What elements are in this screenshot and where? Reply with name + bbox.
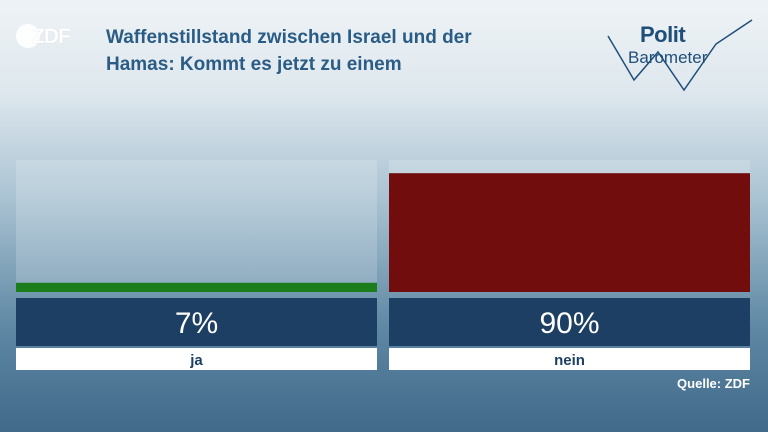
zdf-logo-text: ZDF	[32, 25, 71, 48]
bar-nein	[389, 173, 750, 292]
value-label-ja: 7%	[175, 307, 218, 340]
zdf-logo-circle	[16, 24, 40, 48]
bar-panel-ja	[16, 160, 377, 292]
politbarometer-logo: Polit Barometer	[606, 18, 756, 98]
category-label-ja: ja	[189, 352, 203, 369]
value-box-nein	[389, 298, 750, 346]
chart-title-line1: Waffenstillstand zwischen Israel und der	[106, 27, 472, 48]
chart-title-line2: Hamas: Kommt es jetzt zu einem	[106, 54, 402, 75]
category-label-nein: nein	[554, 352, 585, 369]
bar-ja	[16, 282, 377, 292]
chart-title: Waffenstillstand zwischen Israel und der…	[106, 24, 576, 78]
zdf-logo: ZDF	[16, 24, 78, 50]
source-note: Quelle: ZDF	[677, 376, 750, 391]
category-box-ja	[16, 348, 377, 370]
value-box-ja	[16, 298, 377, 346]
category-box-nein	[389, 348, 750, 370]
politbarometer-line1: Polit	[640, 22, 686, 47]
value-label-nein: 90%	[539, 307, 599, 340]
politbarometer-line2: Barometer	[628, 48, 708, 67]
politbarometer-zigzag-icon	[607, 19, 753, 92]
